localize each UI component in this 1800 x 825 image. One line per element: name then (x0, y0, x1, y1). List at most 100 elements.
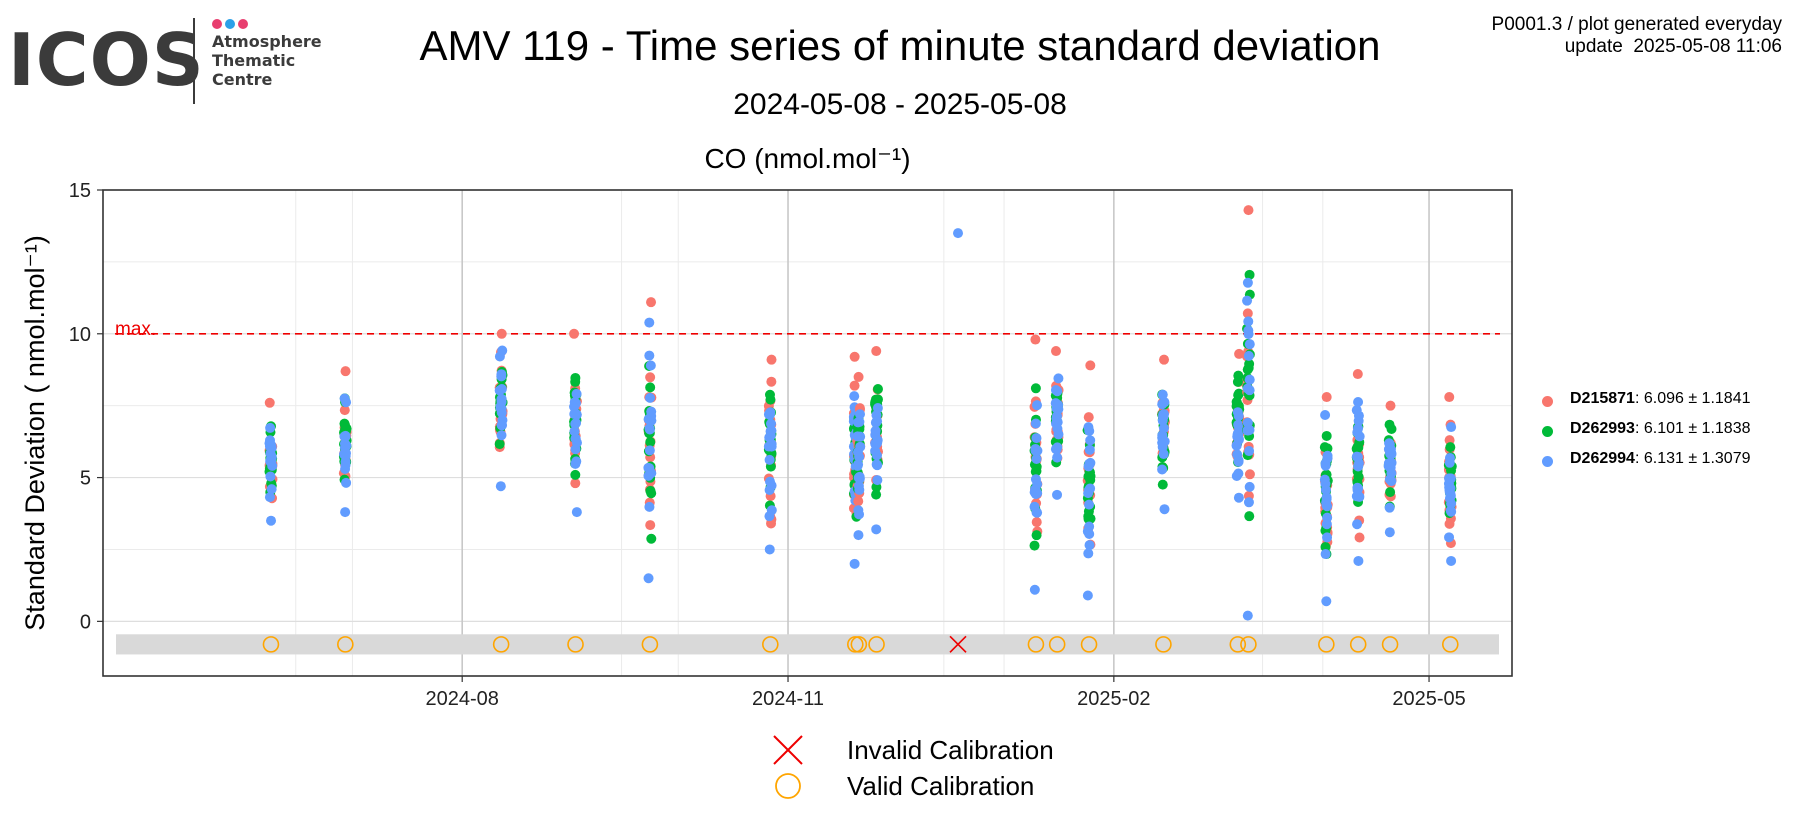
data-point (340, 463, 351, 474)
data-point (1031, 507, 1042, 518)
data-point (1320, 409, 1331, 420)
data-point (853, 459, 864, 470)
data-point (1445, 442, 1456, 453)
data-point (1244, 481, 1255, 492)
data-point (1084, 444, 1095, 455)
cross-icon (773, 735, 803, 765)
data-point (570, 478, 581, 489)
data-point (1157, 464, 1168, 475)
data-point (764, 454, 775, 465)
data-point (645, 437, 656, 448)
valid-calibration-marker (762, 636, 779, 653)
legend-dot-icon (1542, 396, 1553, 407)
data-point (571, 507, 582, 518)
data-point (870, 425, 881, 436)
valid-calibration-marker (1381, 636, 1399, 653)
data-point (1353, 410, 1364, 421)
data-point (266, 442, 277, 453)
data-point (1244, 339, 1255, 350)
data-point (1030, 484, 1041, 495)
x-tick-label: 2024-11 (752, 688, 824, 710)
data-point (646, 533, 657, 544)
legend-dot-icon (1542, 456, 1553, 467)
data-point (1084, 540, 1095, 551)
data-point (1444, 392, 1455, 403)
data-point (645, 382, 656, 393)
data-point (1157, 479, 1168, 490)
logo-dot (225, 19, 235, 29)
data-point (1353, 397, 1364, 408)
data-point (1242, 295, 1253, 306)
data-point (496, 420, 507, 431)
data-point (1032, 400, 1043, 411)
max-threshold-label: max. (115, 319, 156, 340)
data-point (1244, 374, 1255, 385)
data-point (1159, 504, 1170, 515)
data-point (1321, 430, 1332, 441)
data-point (645, 360, 656, 371)
data-point (849, 380, 860, 391)
data-point (764, 544, 775, 555)
legend-label: Invalid Calibration (847, 735, 1054, 765)
data-point (645, 392, 656, 403)
data-point (1243, 205, 1254, 216)
logo-divider (193, 18, 195, 104)
data-point (1321, 519, 1332, 530)
data-point (853, 496, 864, 507)
data-point (571, 456, 582, 467)
data-point (871, 346, 882, 357)
data-point (1351, 451, 1362, 462)
data-point (1244, 469, 1255, 480)
data-point (766, 376, 777, 387)
data-point (644, 423, 655, 434)
data-point (646, 468, 657, 479)
plot-metadata: P0001.3 / plot generated everyday update… (1492, 14, 1782, 58)
data-point (569, 397, 580, 408)
data-point (1352, 369, 1363, 380)
data-point (1386, 447, 1397, 458)
data-point (1030, 466, 1041, 477)
data-point (643, 573, 654, 584)
logo-line: Centre (212, 70, 273, 89)
data-point (1051, 413, 1062, 424)
data-point (1083, 412, 1094, 423)
data-point (1233, 456, 1244, 467)
y-tick-label: 5 (80, 468, 91, 490)
data-point (1157, 389, 1168, 400)
data-point (1085, 360, 1096, 371)
data-point (871, 524, 882, 535)
data-point (1158, 449, 1169, 460)
data-point (1446, 498, 1457, 509)
valid-calibration-marker (337, 636, 354, 653)
data-point (1232, 407, 1243, 418)
data-point (1233, 434, 1244, 445)
data-point (1320, 549, 1331, 560)
data-point (1050, 444, 1061, 455)
legend-series-name: D262994 (1570, 450, 1635, 467)
logo-dot (212, 19, 222, 29)
data-point (1352, 484, 1363, 495)
data-point (1030, 334, 1041, 345)
data-point (1384, 527, 1395, 538)
data-point (1320, 484, 1331, 495)
logo-subtitle: Atmosphere Thematic Centre (212, 32, 322, 89)
data-point (1159, 354, 1170, 365)
logo-dot (238, 19, 248, 29)
data-point (1244, 511, 1255, 522)
data-point (1053, 373, 1064, 384)
data-point (855, 431, 866, 442)
data-point (1243, 362, 1254, 373)
data-point (266, 515, 277, 526)
data-point (872, 435, 883, 446)
data-point (1319, 474, 1330, 485)
logo-wordmark: ICOS (8, 18, 205, 102)
logo-line: Thematic (212, 51, 296, 70)
data-point (569, 426, 580, 437)
data-point (872, 383, 883, 394)
data-point (872, 475, 883, 486)
valid-calibration-marker (1441, 636, 1459, 653)
data-point (339, 442, 350, 453)
data-point (1321, 392, 1332, 403)
legend-series-stat: : 6.096 ± 1.1841 (1634, 390, 1751, 407)
data-point (1031, 530, 1042, 541)
